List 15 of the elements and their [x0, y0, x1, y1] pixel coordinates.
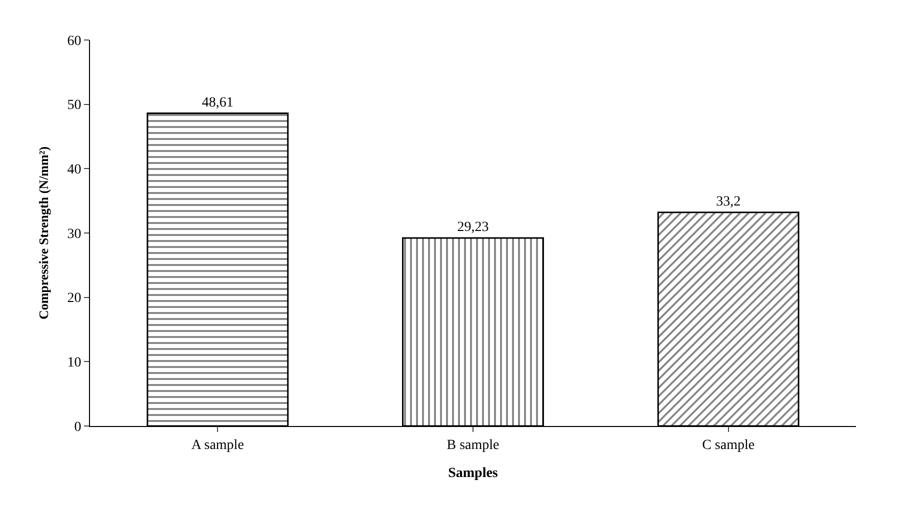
x-tick-label: A sample	[191, 438, 244, 453]
y-tick-label: 60	[67, 34, 82, 49]
y-tick-label: 40	[67, 162, 82, 178]
y-tick-label: 50	[67, 98, 82, 114]
x-tick-label: C sample	[702, 438, 755, 453]
x-tick-label: B sample	[446, 438, 500, 453]
data-label: 33,2	[716, 194, 741, 210]
data-label: 29,23	[457, 220, 489, 235]
y-tick-label: 20	[67, 291, 82, 306]
y-axis-title: Compressive Strength (N/mm²)	[36, 146, 52, 320]
y-tick-label: 10	[67, 356, 82, 371]
y-tick-label: 30	[67, 226, 82, 242]
x-axis-title: Samples	[448, 466, 498, 482]
data-label: 48,61	[202, 95, 234, 110]
y-tick-label: 0	[74, 420, 82, 435]
